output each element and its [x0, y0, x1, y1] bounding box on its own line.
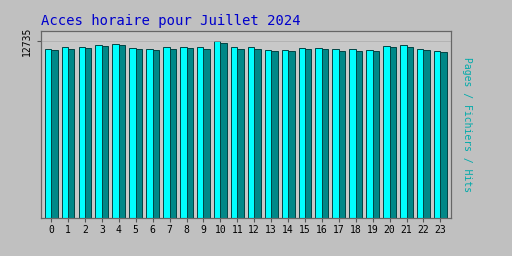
Bar — [332, 49, 339, 218]
Bar — [51, 50, 57, 218]
Bar — [68, 49, 74, 218]
Bar — [231, 47, 237, 218]
Bar — [153, 50, 159, 218]
Bar — [315, 48, 322, 218]
Bar — [423, 50, 430, 218]
Bar — [434, 51, 440, 218]
Bar — [61, 47, 68, 218]
Bar — [383, 46, 390, 218]
Bar — [400, 45, 407, 218]
Y-axis label: Pages / Fichiers / Hits: Pages / Fichiers / Hits — [462, 57, 472, 192]
Bar — [119, 45, 125, 218]
Bar — [237, 49, 244, 218]
Bar — [265, 50, 271, 218]
Bar — [214, 41, 220, 218]
Bar — [349, 49, 356, 218]
Bar — [322, 49, 328, 218]
Bar — [220, 43, 227, 218]
Bar — [113, 44, 119, 218]
Bar — [373, 51, 379, 218]
Bar — [186, 48, 193, 218]
Bar — [136, 49, 142, 218]
Bar — [390, 47, 396, 218]
Bar — [305, 49, 311, 218]
Bar — [163, 47, 169, 218]
Bar — [102, 46, 109, 218]
Bar — [78, 47, 85, 218]
Text: Acces horaire pour Juillet 2024: Acces horaire pour Juillet 2024 — [41, 14, 301, 28]
Bar — [271, 51, 278, 218]
Bar — [254, 49, 261, 218]
Bar — [45, 49, 51, 218]
Bar — [180, 47, 186, 218]
Bar — [130, 48, 136, 218]
Bar — [169, 49, 176, 218]
Bar — [440, 52, 447, 218]
Bar — [366, 50, 373, 218]
Bar — [95, 45, 102, 218]
Bar — [85, 48, 92, 218]
Bar — [356, 51, 362, 218]
Bar — [339, 51, 345, 218]
Bar — [248, 47, 254, 218]
Bar — [298, 48, 305, 218]
Bar — [197, 47, 203, 218]
Bar — [282, 50, 288, 218]
Bar — [407, 47, 413, 218]
Bar — [203, 49, 210, 218]
Bar — [417, 49, 423, 218]
Bar — [146, 49, 153, 218]
Bar — [288, 51, 294, 218]
